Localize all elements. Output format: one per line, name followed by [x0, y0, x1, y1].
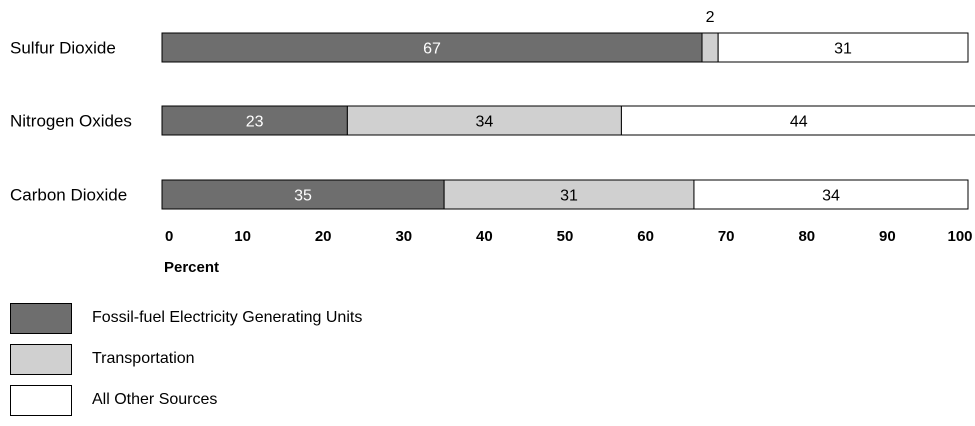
- bar-carbon-dioxide-fossil-fuel-electricity-generating-units: [161, 179, 445, 210]
- legend-swatch-all-other-sources: [10, 385, 72, 416]
- bar-carbon-dioxide-all-other-sources: [693, 179, 969, 210]
- data-label-nitrogen-oxides-all-other-sources: 44: [790, 114, 808, 131]
- data-label-nitrogen-oxides-fossil-fuel-electricity-generating-units: 23: [246, 114, 264, 131]
- category-label-carbon-dioxide: Carbon Dioxide: [10, 186, 127, 205]
- data-label-sulfur-dioxide-fossil-fuel-electricity-generating-units: 67: [423, 41, 441, 58]
- bar-nitrogen-oxides-all-other-sources: [620, 105, 975, 136]
- x-tick-label-100: 100: [947, 228, 972, 245]
- stacked-bar-chart: Sulfur Dioxide 67 2 31 Nitrogen Oxides 23 34 44…: [10, 9, 975, 276]
- x-tick-label-0: 0: [165, 228, 173, 245]
- category-label-nitrogen-oxides: Nitrogen Oxides: [10, 112, 132, 131]
- legend-label-all-other-sources: All Other Sources: [92, 391, 218, 408]
- x-tick-label-20: 20: [315, 228, 332, 245]
- x-tick-label-50: 50: [557, 228, 574, 245]
- legend-label-transportation: Transportation: [92, 350, 195, 367]
- data-label-carbon-dioxide-all-other-sources: 34: [822, 188, 840, 205]
- category-label-sulfur-dioxide: Sulfur Dioxide: [10, 39, 116, 58]
- bar-sulfur-dioxide-transportation: [701, 32, 719, 63]
- bar-sulfur-dioxide-fossil-fuel-electricity-generating-units: [161, 32, 703, 63]
- x-axis-title: Percent: [164, 259, 219, 276]
- x-tick-label-60: 60: [637, 228, 654, 245]
- data-label-sulfur-dioxide-all-other-sources: 31: [834, 41, 852, 58]
- data-label-nitrogen-oxides-transportation: 34: [476, 114, 494, 131]
- legend-swatch-fossil-fuel: [10, 303, 72, 334]
- x-tick-label-10: 10: [234, 228, 251, 245]
- legend-swatch-transportation: [10, 344, 72, 375]
- x-tick-label-70: 70: [718, 228, 735, 245]
- x-tick-label-90: 90: [879, 228, 896, 245]
- bar-carbon-dioxide-transportation: [443, 179, 695, 210]
- x-tick-label-40: 40: [476, 228, 493, 245]
- data-label-sulfur-dioxide-transportation: 2: [706, 9, 715, 26]
- bar-nitrogen-oxides-fossil-fuel-electricity-generating-units: [161, 105, 348, 136]
- data-label-carbon-dioxide-fossil-fuel-electricity-generating-units: 35: [294, 188, 312, 205]
- x-tick-label-80: 80: [798, 228, 815, 245]
- data-label-carbon-dioxide-transportation: 31: [560, 188, 578, 205]
- x-tick-label-30: 30: [395, 228, 412, 245]
- bar-sulfur-dioxide-all-other-sources: [717, 32, 969, 63]
- legend-label-fossil-fuel: Fossil-fuel Electricity Generating Units: [92, 309, 363, 326]
